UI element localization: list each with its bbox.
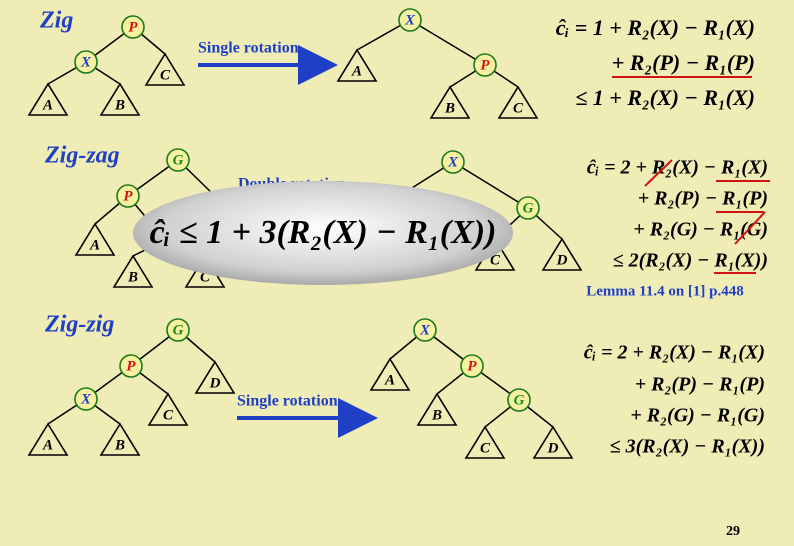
node [413, 318, 437, 342]
subtree [429, 85, 471, 119]
node-label: X [447, 154, 459, 170]
subtree [27, 422, 69, 456]
rotation-label: Single rotation [237, 393, 338, 410]
section-label: Zig-zag [44, 143, 120, 169]
lemma: Lemma 11.4 on [1] p.448 [586, 283, 744, 299]
rotation-label: Single rotation [198, 40, 299, 57]
subtree [147, 392, 189, 426]
section-label: Zig-zig [44, 312, 114, 338]
subtree [112, 254, 154, 288]
subtree [532, 425, 574, 459]
subtree-label: C [160, 67, 171, 83]
subtree-label: A [89, 237, 100, 253]
node-label: G [523, 200, 534, 216]
equation-line: ĉᵢ = 2 + R₂(X) − R₁(X) [587, 157, 768, 179]
node-label: P [467, 358, 477, 374]
node-label: G [173, 152, 184, 168]
subtree-label: A [42, 437, 53, 453]
node [473, 53, 497, 77]
subtree [336, 48, 378, 82]
equation-line: ≤ 1 + R₂(X) − R₁(X) [575, 85, 755, 110]
node [116, 184, 140, 208]
subtree [416, 392, 458, 426]
edge [409, 19, 486, 66]
node-label: X [419, 322, 431, 338]
subtree-label: C [163, 407, 174, 423]
page-number: 29 [726, 524, 740, 539]
node-label: G [514, 392, 525, 408]
equation-line: + R₂(P) − R₁(P) [638, 188, 768, 210]
subtree-label: C [490, 252, 501, 268]
node [507, 388, 531, 412]
overlay-formula: ĉᵢ ≤ 1 + 3(R₂(X) − R₁(X)) [150, 214, 497, 251]
subtree [464, 425, 506, 459]
node [121, 15, 145, 39]
subtree [27, 82, 69, 116]
overlay [133, 181, 513, 285]
subtree-label: B [127, 269, 138, 285]
subtree-label: B [114, 97, 125, 113]
subtree-label: B [114, 437, 125, 453]
node-label: G [173, 322, 184, 338]
equation-line: ĉᵢ = 1 + R₂(X) − R₁(X) [556, 15, 755, 40]
annotation-mark [734, 211, 766, 245]
equation-line: + R₂(G) − R₁(G) [630, 405, 765, 427]
equation-line: ĉᵢ = 2 + R₂(X) − R₁(X) [584, 342, 765, 364]
node-label: P [480, 57, 490, 73]
section-label: Zig [39, 8, 73, 34]
node [119, 354, 143, 378]
node-label: X [80, 391, 92, 407]
node [74, 387, 98, 411]
node-label: X [404, 12, 416, 28]
subtree [369, 357, 411, 391]
edge [452, 161, 529, 209]
node-label: X [80, 54, 92, 70]
subtree-label: D [209, 375, 221, 391]
subtree [194, 360, 236, 394]
subtree-label: C [513, 100, 524, 116]
subtree-label: D [547, 440, 559, 456]
equation-line: + R₂(P) − R₁(P) [612, 50, 755, 75]
node [441, 150, 465, 174]
node [398, 8, 422, 32]
subtree [497, 85, 539, 119]
equation-line: + R₂(G) − R₁(G) [633, 219, 768, 241]
node-label: P [128, 19, 138, 35]
node [74, 50, 98, 74]
node [166, 318, 190, 342]
equation-line: + R₂(P) − R₁(P) [635, 374, 765, 396]
subtree-label: B [444, 100, 455, 116]
equation-line: ≤ 3(R₂(X) − R₁(X)) [610, 436, 765, 458]
equation-line: ≤ 2(R₂(X) − R₁(X)) [613, 250, 768, 272]
subtree-label: D [556, 252, 568, 268]
node-label: P [123, 188, 133, 204]
subtree-label: A [384, 372, 395, 388]
subtree [541, 237, 583, 271]
subtree [144, 52, 186, 86]
subtree [74, 222, 116, 256]
node [460, 354, 484, 378]
subtree-label: A [351, 63, 362, 79]
node [516, 196, 540, 220]
subtree [99, 82, 141, 116]
node-label: P [126, 358, 136, 374]
annotation-mark [644, 159, 673, 187]
subtree-label: B [431, 407, 442, 423]
subtree-label: A [42, 97, 53, 113]
node [166, 148, 190, 172]
subtree-label: C [480, 440, 491, 456]
subtree [99, 422, 141, 456]
subtree-label: C [200, 269, 211, 285]
